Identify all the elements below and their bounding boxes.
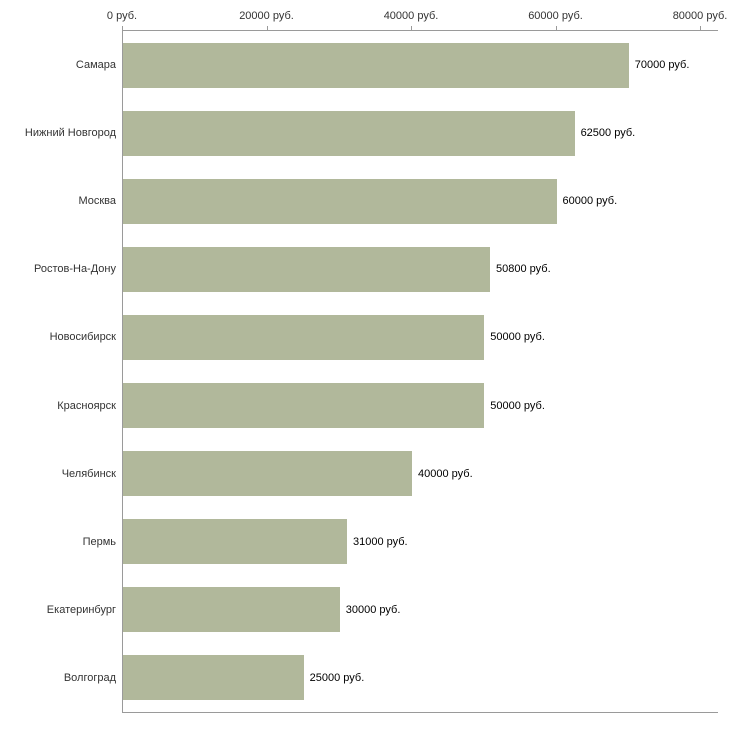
- category-label: Нижний Новгород: [24, 127, 116, 140]
- bar-track: 30000 руб.: [123, 576, 701, 644]
- bar: [123, 314, 485, 360]
- value-label: 30000 руб.: [345, 603, 401, 616]
- bar: [123, 655, 304, 701]
- bar-row: Самара 70000 руб.: [0, 31, 730, 99]
- bar: [123, 178, 557, 224]
- bar: [123, 246, 491, 292]
- x-axis-tick-label: 60000 руб.: [528, 10, 583, 22]
- bar: [123, 42, 629, 88]
- value-label: 60000 руб.: [562, 195, 618, 208]
- plot-area: Самара 70000 руб. Нижний Новгород 62500 руб…: [0, 31, 730, 712]
- category-label: Волгоград: [63, 671, 116, 684]
- x-axis-tick-label: 80000 руб.: [672, 10, 728, 22]
- bar-row: Новосибирск 50000 руб.: [0, 303, 730, 371]
- bar-track: 70000 руб.: [123, 31, 701, 99]
- category-label: Челябинск: [61, 467, 116, 480]
- x-axis-tick-label: 20000 руб.: [239, 10, 294, 22]
- bar-track: 50000 руб.: [123, 371, 701, 439]
- value-label: 25000 руб.: [309, 671, 365, 684]
- category-label: Пермь: [82, 535, 116, 548]
- bar: [123, 383, 485, 429]
- bar-row: Челябинск 40000 руб.: [0, 440, 730, 508]
- bar: [123, 519, 347, 565]
- bar-track: 40000 руб.: [123, 440, 701, 508]
- bar-row: Волгоград 25000 руб.: [0, 644, 730, 712]
- category-label: Новосибирск: [49, 331, 116, 344]
- bar: [123, 451, 412, 497]
- value-label: 50000 руб.: [490, 331, 545, 344]
- x-axis-tick-label: 40000 руб.: [383, 10, 439, 22]
- value-label: 62500 руб.: [580, 127, 636, 140]
- bar-track: 50000 руб.: [123, 303, 701, 371]
- y-axis-line: [122, 30, 123, 713]
- x-axis-tick-mark: [555, 26, 557, 30]
- x-axis-tick-mark: [700, 26, 701, 30]
- bottom-axis-line: [122, 712, 718, 713]
- value-label: 50000 руб.: [490, 399, 545, 412]
- bar: [123, 110, 575, 156]
- category-label: Самара: [75, 59, 116, 72]
- bar-track: 60000 руб.: [123, 167, 701, 235]
- category-label: Ростов-На-Дону: [33, 263, 116, 276]
- bar-row: Нижний Новгород 62500 руб.: [0, 99, 730, 167]
- value-label: 50800 руб.: [496, 263, 551, 276]
- bar-track: 31000 руб.: [123, 508, 701, 576]
- category-label: Москва: [78, 195, 116, 208]
- bar-row: Красноярск 50000 руб.: [0, 371, 730, 439]
- bar-track: 25000 руб.: [123, 644, 701, 712]
- bar-track: 62500 руб.: [123, 99, 701, 167]
- x-axis-tick-mark: [122, 26, 123, 30]
- bar-row: Москва 60000 руб.: [0, 167, 730, 235]
- bar-row: Екатеринбург 30000 руб.: [0, 576, 730, 644]
- x-axis-tick-mark: [266, 26, 268, 30]
- bar-row: Ростов-На-Дону 50800 руб.: [0, 235, 730, 303]
- x-axis-line: [122, 30, 718, 31]
- category-label: Екатеринбург: [46, 603, 116, 616]
- value-label: 70000 руб.: [634, 59, 690, 72]
- x-axis-tick-label: 0 руб.: [106, 10, 138, 22]
- value-label: 31000 руб.: [352, 535, 408, 548]
- bar: [123, 587, 340, 633]
- x-axis-tick-mark: [411, 26, 412, 30]
- value-label: 40000 руб.: [418, 467, 473, 480]
- bar-track: 50800 руб.: [123, 235, 701, 303]
- bar-row: Пермь 31000 руб.: [0, 508, 730, 576]
- category-label: Красноярск: [57, 399, 116, 412]
